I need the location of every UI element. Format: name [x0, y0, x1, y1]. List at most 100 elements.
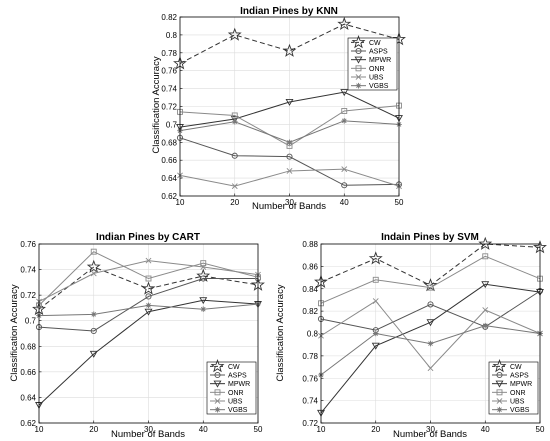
svm-chart-panel: 10 20 30 40 50 0.72 0.74 0.76 0.78 0.8 0.82 0.84 0.8…	[275, 232, 547, 440]
svm-y-tick-label: 0.72	[302, 419, 318, 428]
knn-legend-label-mpwr: MPWR	[369, 57, 391, 64]
svm-point-cw	[368, 251, 383, 265]
knn-legend-label-onr: ONR	[369, 66, 385, 73]
knn-y-tick-label: 0.68	[161, 138, 177, 147]
cart-legend-label-mpwr: MPWR	[228, 381, 250, 388]
cart-legend-label-onr: ONR	[228, 390, 244, 397]
knn-series-line-mpwr	[179, 91, 400, 128]
cart-point-onr	[90, 248, 97, 255]
knn-y-tick-label: 0.74	[161, 85, 177, 94]
svm-legend-marker-onr	[496, 389, 503, 396]
svm-point-asps	[427, 301, 434, 308]
knn-chart-title: Indian Pines by KNN	[240, 6, 338, 17]
cart-point-cw	[86, 259, 101, 273]
knn-point-cw	[282, 43, 297, 57]
knn-point-asps	[286, 153, 293, 160]
knn-x-tick-label: 10	[176, 198, 185, 207]
knn-point-asps	[341, 182, 348, 189]
knn-y-axis-label: Classification Accuracy	[151, 56, 162, 153]
svm-y-tick-label: 0.88	[302, 240, 318, 249]
cart-x-tick-label: 50	[254, 425, 263, 434]
svm-point-ubs	[482, 307, 489, 313]
knn-point-ubs	[286, 168, 293, 174]
knn-x-tick-label: 30	[285, 198, 294, 207]
cart-y-tick-label: 0.72	[20, 291, 36, 300]
svm-legend-marker-mpwr	[495, 380, 504, 388]
svm-y-tick-label: 0.74	[302, 397, 318, 406]
svm-chart-title: Indain Pines by SVM	[381, 232, 479, 243]
svm-x-tick-label: 10	[317, 425, 326, 434]
knn-x-tick-label: 20	[230, 198, 239, 207]
cart-series-line-onr	[38, 251, 259, 306]
svm-legend-label-vgbs: VGBS	[510, 407, 530, 414]
knn-point-ubs	[341, 166, 348, 173]
cart-chart-title: Indian Pines by CART	[96, 232, 200, 243]
cart-y-tick-label: 0.62	[20, 419, 36, 428]
cart-point-onr	[200, 260, 207, 267]
svm-point-mpwr	[371, 342, 380, 350]
cart-y-tick-label: 0.76	[20, 240, 36, 249]
svm-legend-marker-cw	[492, 359, 507, 373]
cart-legend-marker-cw	[210, 359, 225, 373]
cart-point-mpwr	[89, 350, 98, 358]
svm-y-tick-label: 0.76	[302, 374, 318, 383]
cart-point-mpwr	[144, 308, 153, 316]
cart-x-axis-label: Number of Bands	[111, 429, 185, 440]
svm-point-cw	[478, 236, 493, 250]
svm-point-vgbs	[372, 330, 379, 337]
svm-series-line-onr	[320, 255, 541, 304]
svm-point-vgbs	[427, 340, 434, 347]
svm-legend-label-ubs: UBS	[510, 399, 525, 406]
knn-legend-marker-mpwr	[354, 56, 363, 64]
cart-point-asps	[200, 275, 207, 282]
svm-x-tick-label: 20	[371, 425, 380, 434]
cart-point-ubs	[200, 264, 207, 270]
knn-legend-label-ubs: UBS	[369, 75, 384, 82]
cart-legend-label-asps: ASPS	[228, 373, 247, 380]
svm-axes-frame	[320, 243, 541, 424]
knn-y-tick-label: 0.7	[166, 120, 178, 129]
svm-y-tick-label: 0.82	[302, 307, 318, 316]
cart-point-asps	[90, 327, 97, 334]
cart-legend-marker-onr	[214, 389, 221, 396]
knn-point-vgbs	[341, 118, 348, 124]
cart-x-tick-label: 10	[35, 425, 44, 434]
cart-legend-label-cw: CW	[228, 364, 240, 371]
svm-point-onr	[372, 276, 379, 283]
cart-y-tick-label: 0.7	[25, 317, 37, 326]
svm-x-axis-label: Number of Bands	[393, 429, 467, 440]
knn-series-line-cw	[179, 23, 400, 64]
knn-point-mpwr	[230, 115, 239, 123]
knn-point-cw	[227, 27, 242, 41]
knn-legend-marker-asps	[355, 47, 362, 55]
knn-point-vgbs	[286, 139, 293, 146]
svm-point-ubs	[427, 365, 434, 372]
knn-y-tick-label: 0.64	[161, 174, 177, 183]
cart-axes-frame	[38, 243, 259, 424]
knn-series-line-onr	[179, 105, 400, 147]
knn-x-axis-label: Number of Bands	[252, 201, 326, 212]
svm-legend-label-mpwr: MPWR	[510, 381, 532, 388]
svm-x-tick-label: 50	[536, 425, 545, 434]
knn-legend-marker-onr	[355, 65, 362, 72]
svm-y-tick-label: 0.86	[302, 262, 318, 271]
knn-legend-label-asps: ASPS	[369, 49, 388, 56]
cart-point-mpwr	[199, 297, 208, 305]
knn-point-cw	[337, 16, 352, 31]
svm-series-line-asps	[320, 290, 541, 331]
knn-x-tick-label: 50	[395, 198, 404, 207]
knn-series-line-asps	[179, 137, 400, 186]
knn-point-onr	[231, 112, 238, 119]
cart-legend-label-vgbs: VGBS	[228, 407, 248, 414]
knn-legend-marker-vgbs	[355, 82, 362, 89]
svm-point-ubs	[372, 298, 379, 304]
cart-series-line-asps	[38, 278, 258, 332]
svm-y-axis-label: Classification Accuracy	[275, 284, 286, 381]
knn-axes-frame	[179, 16, 400, 197]
svm-series-line-mpwr	[320, 283, 541, 414]
cart-legend-marker-ubs	[214, 398, 221, 404]
cart-legend-label-ubs: UBS	[228, 399, 243, 406]
svm-y-tick-label: 0.8	[307, 330, 319, 339]
svm-y-tick-label: 0.78	[302, 352, 318, 361]
